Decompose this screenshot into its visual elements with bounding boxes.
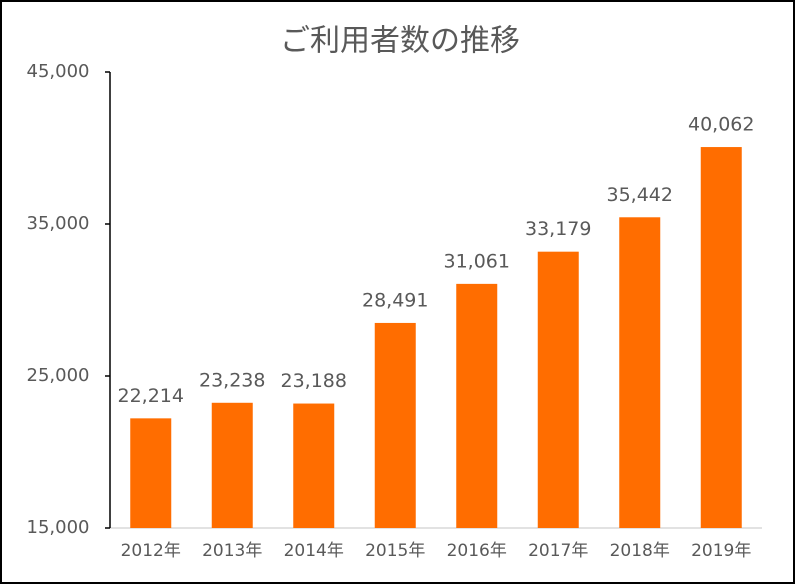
value-label: 23,238	[199, 369, 265, 391]
y-tick-label: 45,000	[27, 61, 90, 82]
value-label: 22,214	[118, 385, 184, 407]
y-tick-label: 35,000	[27, 213, 90, 234]
x-tick-label: 2015年	[365, 541, 425, 561]
bar	[456, 283, 498, 528]
value-label: 35,442	[607, 184, 673, 206]
value-label: 33,179	[525, 218, 591, 240]
bar	[293, 403, 335, 528]
bar	[130, 418, 172, 528]
x-tick-label: 2013年	[202, 541, 262, 561]
value-label: 28,491	[362, 289, 428, 311]
bar	[700, 147, 742, 528]
x-tick-label: 2014年	[284, 541, 344, 561]
chart-title: ご利用者数の推移	[280, 24, 520, 59]
bar	[537, 251, 579, 528]
y-tick-label: 15,000	[27, 517, 90, 538]
value-label: 31,061	[444, 250, 510, 272]
y-tick-label: 25,000	[27, 365, 90, 386]
value-label: 23,188	[281, 370, 347, 392]
x-tick-label: 2012年	[121, 541, 181, 561]
x-tick-label: 2019年	[691, 541, 751, 561]
bar	[619, 217, 661, 528]
x-tick-label: 2016年	[447, 541, 507, 561]
bar	[374, 322, 416, 528]
x-tick-label: 2018年	[610, 541, 670, 561]
value-label: 40,062	[688, 114, 754, 136]
x-tick-label: 2017年	[528, 541, 588, 561]
bar	[211, 402, 253, 528]
